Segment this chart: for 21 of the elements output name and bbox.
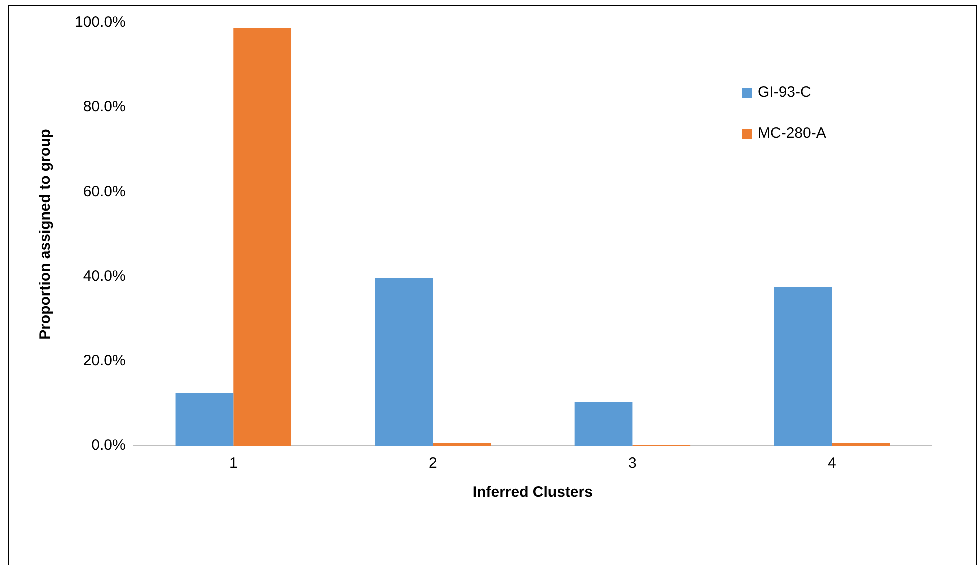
legend-label: MC-280-A — [758, 125, 826, 142]
x-axis-title: Inferred Clusters — [472, 484, 593, 502]
legend-label: GI-93-C — [758, 84, 812, 102]
x-tick-label: 1 — [229, 455, 238, 472]
y-tick-label: 40.0% — [83, 268, 126, 285]
y-tick-label: 80.0% — [83, 98, 126, 116]
y-axis-title: Proportion assigned to group — [37, 129, 54, 340]
y-tick-label: 60.0% — [83, 183, 126, 200]
bar — [832, 443, 890, 446]
bar — [574, 402, 633, 446]
bar — [375, 278, 434, 446]
bar — [774, 286, 832, 446]
bar — [433, 443, 492, 446]
x-tick-label: 3 — [628, 455, 637, 472]
y-tick-label: 100.0% — [75, 14, 126, 32]
bar — [176, 393, 234, 446]
y-tick-label: 0.0% — [92, 437, 126, 454]
x-tick-label: 4 — [828, 455, 836, 472]
bar — [234, 28, 292, 446]
x-tick-label: 2 — [429, 455, 438, 472]
y-tick-label: 20.0% — [83, 352, 126, 370]
